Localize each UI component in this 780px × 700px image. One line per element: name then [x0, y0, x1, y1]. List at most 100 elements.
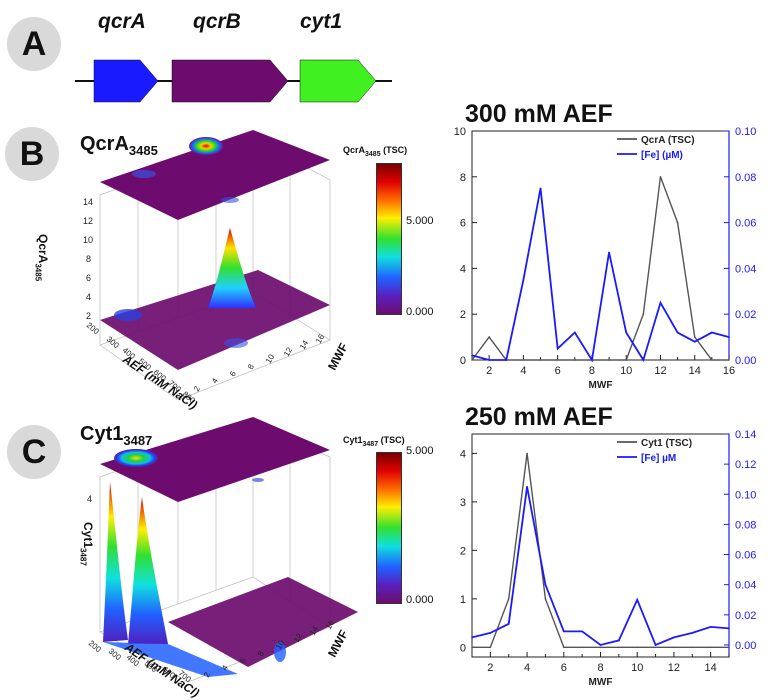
data-point — [625, 359, 627, 361]
data-point — [693, 336, 696, 338]
y-left-tick-label: 8 — [460, 172, 466, 184]
panel-b-3d-x-tick: 200 — [85, 321, 101, 337]
panel-b-3d-z-tick: 8 — [86, 254, 91, 264]
data-point — [505, 359, 508, 361]
data-point — [676, 331, 679, 334]
panel-b-3d-z-label: QcrA3485 — [34, 234, 50, 281]
panel-c-3d-y-tick: 8 — [256, 649, 266, 658]
panel-a-badge: A — [7, 17, 61, 71]
data-point — [636, 598, 639, 601]
panel-b-3d-z-tick: 10 — [83, 235, 93, 245]
panel-b-3d-top-spot — [132, 170, 156, 178]
data-point — [471, 354, 473, 357]
data-point — [488, 336, 490, 338]
x-tick-label: 2 — [487, 662, 493, 674]
data-point — [608, 251, 610, 254]
x-tick-label: 2 — [486, 365, 492, 377]
y-right-tick-label: 0.10 — [735, 489, 756, 501]
data-point — [539, 359, 542, 361]
y-right-tick-label: 0.10 — [735, 126, 756, 138]
panel-b-3d-y-tick: 10 — [264, 352, 277, 365]
chart-2-title: 250 mM AEF — [465, 403, 613, 431]
data-point — [691, 646, 694, 649]
gene-label-qcrb: qcrB — [193, 10, 241, 33]
data-point — [618, 639, 620, 642]
series-line — [471, 486, 730, 647]
data-point — [711, 331, 713, 334]
gene-arrow-qcrb — [171, 59, 289, 103]
panel-b-3d-floor-spot — [224, 338, 248, 348]
x-tick-label: 10 — [631, 662, 643, 674]
data-point — [526, 485, 528, 488]
gene-arrow-cyt1 — [299, 59, 377, 103]
panel-b-colorbar-min: 0.000 — [406, 306, 434, 318]
panel-c-3d-title: Cyt13487 — [80, 423, 152, 448]
y-left-tick-label: 0 — [460, 355, 466, 367]
data-point — [659, 176, 662, 178]
data-point — [471, 636, 473, 639]
panel-c-3d-top-hotspot — [114, 449, 158, 467]
panel-c-3d-z-label-main: Cyt1 — [81, 522, 95, 549]
y-left-tick-label: 0 — [460, 642, 466, 654]
panel-c-3d-title-sub: 3487 — [123, 433, 153, 448]
data-point — [471, 359, 473, 361]
panel-b-3d-floor-spot — [114, 309, 142, 321]
data-point — [489, 646, 492, 649]
panel-c-3d-title-main: Cyt1 — [80, 423, 124, 445]
data-point — [659, 301, 662, 304]
plot-frame — [471, 130, 730, 361]
gene-label-qcra: qcrA — [98, 10, 146, 33]
x-tick-label: 12 — [668, 662, 680, 674]
panel-c-colorbar-label-main: Cyt1 — [343, 435, 363, 445]
x-tick-label: 6 — [555, 365, 561, 377]
panel-c-3d-peak — [128, 497, 168, 644]
data-point — [581, 646, 583, 649]
data-point — [544, 598, 547, 600]
y-right-tick-label: 0.04 — [735, 263, 756, 275]
panel-c-3d-slope — [103, 642, 238, 677]
panel-c-3d-x-tick: 300 — [107, 647, 123, 663]
data-point — [539, 187, 542, 190]
panel-b-letter: B — [19, 134, 45, 173]
panel-b-colorbar-max: 5.000 — [406, 215, 434, 227]
panel-c-3d-top-spot — [252, 478, 264, 482]
panel-b-3d-y-tick: 14 — [298, 338, 311, 351]
panel-b-3d-top-spot — [221, 197, 239, 203]
panel-b-3d-y-tick: 2 — [192, 384, 202, 393]
series-line — [471, 176, 729, 361]
data-point — [642, 313, 645, 315]
panel-c-colorbar — [376, 452, 402, 604]
y-right-tick-label: 0.00 — [735, 640, 756, 652]
y-right-tick-label: 0.06 — [735, 218, 756, 230]
data-point — [728, 359, 730, 361]
panel-b-3d-y-tick: 12 — [282, 345, 295, 358]
panel-c-3d-z-label-sub: 3487 — [78, 548, 88, 566]
panel-b-3d-z-tick: 4 — [86, 292, 91, 302]
panel-c-3d-peak — [103, 482, 128, 642]
panel-b-3d-y-tick: 16 — [314, 332, 327, 345]
legend-label: [Fe] µM — [641, 453, 676, 464]
data-point — [709, 626, 712, 628]
panel-a-letter: A — [21, 24, 47, 63]
data-point — [489, 632, 492, 634]
panel-b-colorbar-label-suffix: (TSC) — [380, 145, 408, 155]
gene-arrow-qcra — [93, 59, 159, 103]
chart-1-title: 300 mM AEF — [465, 100, 613, 128]
y-left-tick-label: 10 — [454, 126, 466, 138]
panel-b-3d-y-tick: 8 — [246, 362, 256, 371]
x-tick-label: 14 — [689, 365, 701, 377]
legend-label: [Fe] (µM) — [641, 150, 683, 161]
data-point — [654, 644, 657, 646]
y-right-tick-label: 0.08 — [735, 519, 756, 531]
data-point — [608, 359, 610, 361]
data-point — [599, 646, 602, 649]
panel-c-3d-y-tick: 2 — [202, 670, 212, 679]
panel-c-colorbar-label-sub: 3487 — [362, 440, 379, 448]
panel-c-3d-z-tick: 4 — [87, 494, 92, 504]
x-tick-label: 8 — [589, 365, 595, 377]
y-right-tick-label: 0.08 — [735, 172, 756, 184]
data-point — [709, 646, 712, 649]
x-tick-label: 14 — [705, 662, 717, 674]
panel-c-3d-y-tick: 4 — [220, 663, 230, 672]
data-point — [562, 630, 565, 633]
